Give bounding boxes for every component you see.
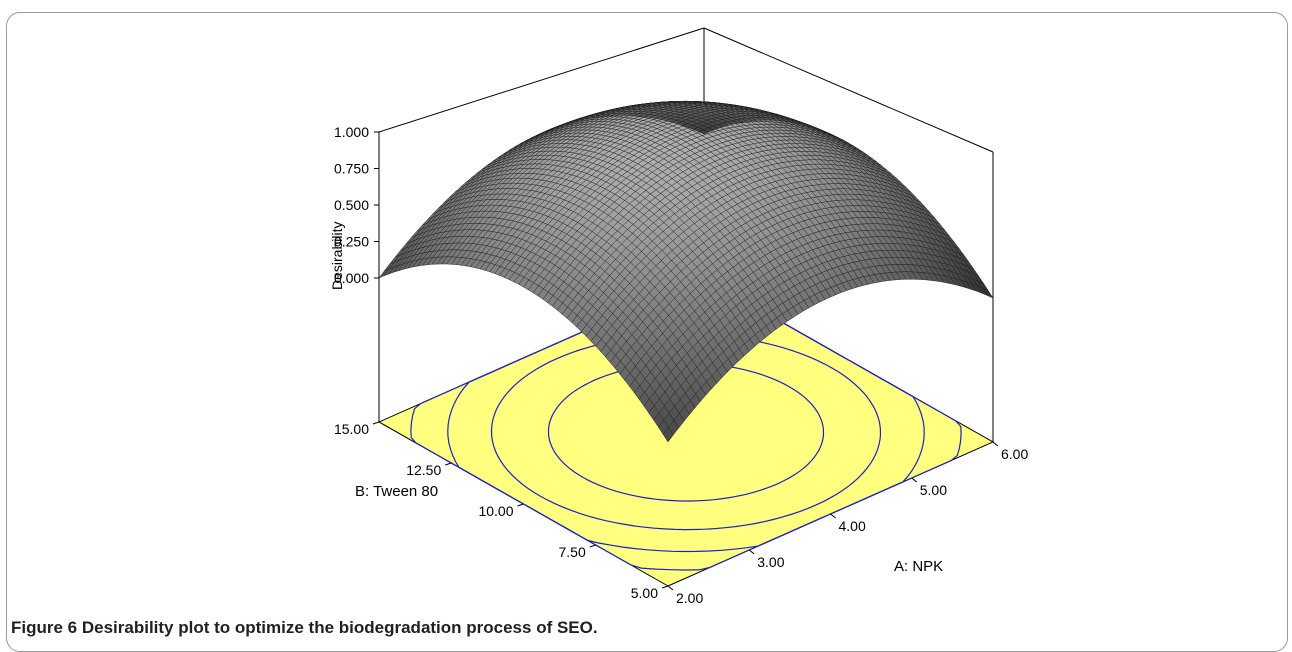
z-tick-label: 0.500 [334, 197, 369, 213]
x-tick-label: 5.00 [920, 482, 947, 498]
x-tick-label: 2.00 [676, 590, 703, 606]
z-tick-label: 0.750 [334, 161, 369, 177]
x-tick-label: 4.00 [839, 518, 866, 534]
x-tick-mark [668, 586, 673, 590]
y-tick-mark [445, 463, 451, 465]
x-tick-mark [993, 442, 998, 446]
x-axis-title: A: NPK [894, 558, 943, 575]
x-tick-label: 6.00 [1001, 446, 1028, 462]
caption-text: Desirability plot to optimize the biodeg… [82, 618, 598, 637]
figure-caption: Figure 6 Desirability plot to optimize t… [11, 618, 598, 638]
y-tick-mark [373, 422, 379, 424]
y-tick-label: 5.00 [631, 585, 658, 601]
caption-label: Figure 6 [11, 618, 77, 637]
z-tick-label: 1.000 [334, 124, 369, 140]
x-tick-label: 3.00 [757, 554, 784, 570]
y-tick-label: 7.50 [559, 544, 586, 560]
x-tick-mark [831, 514, 836, 518]
x-tick-mark [749, 550, 754, 554]
y-axis-title: B: Tween 80 [355, 483, 438, 500]
z-axis-title: Desirability [329, 222, 345, 290]
y-tick-label: 10.00 [478, 503, 513, 519]
y-tick-mark [590, 545, 596, 547]
y-tick-label: 15.00 [334, 421, 369, 437]
x-tick-mark [912, 478, 917, 482]
y-tick-mark [518, 504, 524, 506]
y-tick-mark [662, 586, 668, 588]
y-tick-label: 12.50 [406, 462, 441, 478]
